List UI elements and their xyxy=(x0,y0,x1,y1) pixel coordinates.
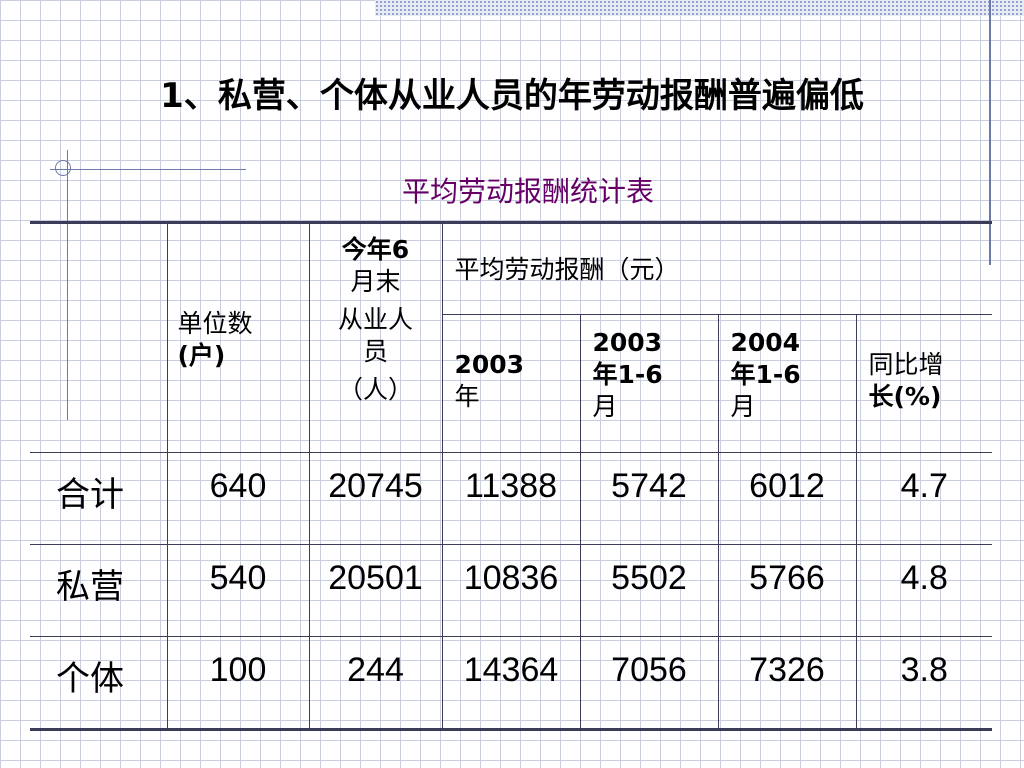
header-growth-line2: 长(%) xyxy=(868,382,942,411)
cell-pay-2004-h1: 6012 xyxy=(717,452,857,545)
cell-employees: 20745 xyxy=(308,452,443,545)
header-employees: 今年6 月末 从业人 员 （人） xyxy=(308,221,443,453)
header-units: 单位数 (户) xyxy=(166,221,310,453)
cell-pay-2003-h1: 5502 xyxy=(579,544,719,637)
decorative-right-rule xyxy=(989,0,991,265)
cell-pay-2004-h1: 7326 xyxy=(717,636,857,731)
header-employees-line2: 月末 xyxy=(350,267,401,296)
slide-title: 1、私营、个体从业人员的年劳动报酬普遍偏低 xyxy=(160,76,864,116)
row-label: 个体 xyxy=(30,636,168,731)
cell-pay-2003-h1: 7056 xyxy=(579,636,719,731)
table-row-private: 私营 540 20501 10836 5502 5766 4.8 xyxy=(30,544,993,637)
header-employees-line1: 今年6 xyxy=(341,235,410,264)
decorative-circle xyxy=(55,160,71,176)
header-2004-h1: 2004 年1-6 月 xyxy=(717,314,857,453)
pay-statistics-table: 单位数 (户) 今年6 月末 从业人 员 （人） 平均劳动报酬（元） 2003 … xyxy=(30,221,993,731)
row-label: 合计 xyxy=(30,452,168,545)
header-2003-h1-line3: 月 xyxy=(592,392,618,421)
cell-growth: 4.8 xyxy=(855,544,993,637)
table-caption: 平均劳动报酬统计表 xyxy=(401,175,654,208)
cell-units: 640 xyxy=(166,452,310,545)
cell-units: 100 xyxy=(166,636,310,731)
cell-employees: 244 xyxy=(308,636,443,731)
header-2004-h1-line2: 年1-6 xyxy=(730,360,801,389)
header-2004-h1-line1: 2004 xyxy=(730,328,801,357)
cell-pay-2003-h1: 5742 xyxy=(579,452,719,545)
table-row-total: 合计 640 20745 11388 5742 6012 4.7 xyxy=(30,452,993,545)
decorative-top-band xyxy=(375,0,1024,16)
header-growth-line1: 同比增 xyxy=(868,350,944,379)
header-employees-line3: 从业人 xyxy=(337,305,413,334)
cell-growth: 3.8 xyxy=(855,636,993,731)
header-avg-pay-group: 平均劳动报酬（元） xyxy=(441,221,993,315)
header-employees-line4: 员 xyxy=(362,337,388,366)
cell-pay-2003: 10836 xyxy=(441,544,581,637)
cell-employees: 20501 xyxy=(308,544,443,637)
row-label: 私营 xyxy=(30,544,168,637)
cell-pay-2004-h1: 5766 xyxy=(717,544,857,637)
header-units-line1: 单位数 xyxy=(177,309,253,338)
header-growth: 同比增 长(%) xyxy=(855,314,993,453)
header-year-2003-line1: 2003 xyxy=(454,350,525,379)
header-year-2003-line2: 年 xyxy=(454,382,480,411)
header-avg-pay-label: 平均劳动报酬（元） xyxy=(454,255,680,284)
cell-pay-2003: 11388 xyxy=(441,452,581,545)
header-corner-cell xyxy=(30,221,168,453)
header-2003-h1-line1: 2003 xyxy=(592,328,663,357)
header-units-line2: (户) xyxy=(177,341,226,370)
cell-growth: 4.7 xyxy=(855,452,993,545)
cell-pay-2003: 14364 xyxy=(441,636,581,731)
header-2003-h1: 2003 年1-6 月 xyxy=(579,314,719,453)
header-employees-line5: （人） xyxy=(337,375,413,404)
header-year-2003: 2003 年 xyxy=(441,314,581,453)
header-2003-h1-line2: 年1-6 xyxy=(592,360,663,389)
header-2004-h1-line3: 月 xyxy=(730,392,756,421)
table-row-individual: 个体 100 244 14364 7056 7326 3.8 xyxy=(30,636,993,731)
cell-units: 540 xyxy=(166,544,310,637)
decorative-horizontal-line xyxy=(50,169,246,170)
